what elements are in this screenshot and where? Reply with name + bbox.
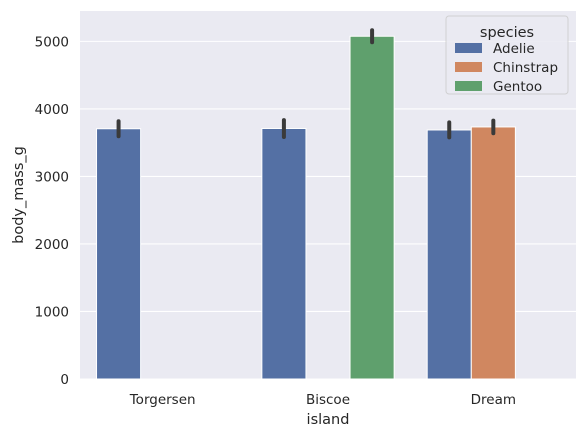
bar — [349, 35, 395, 380]
legend: species Adelie Chinstrap Gentoo — [445, 15, 569, 95]
legend-label: Adelie — [493, 41, 535, 57]
legend-box — [445, 15, 569, 95]
y-tick-label: 0 — [60, 372, 69, 388]
x-axis-label: island — [307, 412, 350, 428]
y-tick-label: 4000 — [35, 102, 69, 118]
legend-title: species — [480, 25, 534, 41]
y-tick-labels: 0 1000 2000 3000 4000 5000 — [35, 34, 69, 388]
bar — [96, 128, 142, 380]
y-axis-label: body_mass_g — [11, 146, 27, 244]
legend-label: Chinstrap — [493, 60, 558, 76]
legend-swatch — [455, 43, 482, 53]
y-tick-label: 2000 — [35, 237, 69, 253]
bar — [426, 129, 472, 380]
y-tick-label: 1000 — [35, 304, 69, 320]
bar — [261, 127, 307, 380]
x-tick-label: Dream — [471, 392, 516, 408]
error-bars — [116, 28, 496, 140]
y-tick-label: 5000 — [35, 34, 69, 50]
bar — [470, 126, 516, 380]
x-tick-label: Biscoe — [306, 392, 350, 408]
x-tick-label: Torgersen — [129, 392, 196, 408]
x-tick-labels: Torgersen Biscoe Dream — [129, 392, 516, 408]
bars — [96, 35, 516, 380]
legend-label: Gentoo — [493, 79, 542, 95]
legend-swatch — [455, 81, 482, 91]
y-tick-label: 3000 — [35, 169, 69, 185]
legend-swatch — [455, 62, 482, 72]
